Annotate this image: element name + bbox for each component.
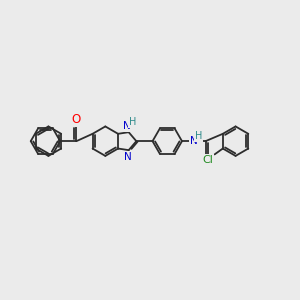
Text: H: H <box>129 118 136 128</box>
Text: O: O <box>72 113 81 127</box>
Text: Cl: Cl <box>203 155 214 165</box>
Text: N: N <box>190 136 198 146</box>
Text: N: N <box>124 152 132 162</box>
Text: O: O <box>201 155 210 168</box>
Text: N: N <box>123 121 131 131</box>
Text: H: H <box>195 131 202 141</box>
